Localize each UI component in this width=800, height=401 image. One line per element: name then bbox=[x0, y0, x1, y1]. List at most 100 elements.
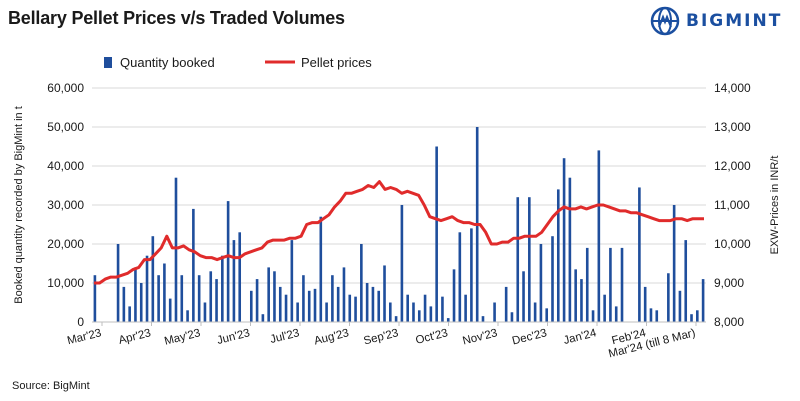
y-left-label: Booked quantity recorded by BigMint in t bbox=[13, 106, 25, 304]
bar bbox=[360, 244, 363, 322]
legend-label-price: Pellet prices bbox=[301, 55, 372, 70]
bar bbox=[470, 228, 473, 322]
bar bbox=[504, 286, 508, 322]
bar bbox=[412, 302, 415, 322]
legend-label-quantity: Quantity booked bbox=[120, 55, 215, 70]
bar bbox=[261, 314, 265, 322]
pellet-price-line bbox=[94, 180, 704, 285]
y-left-tick-label: 20,000 bbox=[47, 237, 84, 251]
bigmint-logo: BIGMINT bbox=[650, 6, 782, 36]
bar bbox=[232, 240, 236, 322]
bar bbox=[441, 296, 444, 322]
y-right-tick-label: 13,000 bbox=[714, 120, 751, 134]
bar bbox=[701, 279, 705, 322]
bar bbox=[638, 187, 641, 322]
bar bbox=[348, 294, 352, 322]
bar bbox=[221, 255, 224, 322]
bar bbox=[435, 146, 438, 322]
x-tick-label: Apr'23 bbox=[117, 327, 152, 347]
bar bbox=[307, 290, 311, 322]
bar bbox=[585, 247, 589, 322]
globe-icon bbox=[650, 6, 680, 36]
bar bbox=[157, 275, 160, 322]
y-left-tick-label: 0 bbox=[77, 315, 84, 329]
bar bbox=[620, 247, 624, 322]
bar bbox=[545, 308, 549, 322]
y-right-tick-label: 9,000 bbox=[714, 276, 744, 290]
bar bbox=[342, 267, 346, 322]
bar bbox=[365, 283, 369, 322]
x-tick-label: Aug'23 bbox=[313, 327, 350, 347]
x-tick-label: Mar'23 bbox=[66, 327, 103, 347]
bar bbox=[551, 236, 554, 322]
bar bbox=[655, 310, 659, 322]
bar bbox=[197, 275, 201, 322]
bar bbox=[325, 302, 328, 322]
bar bbox=[180, 275, 184, 322]
bar bbox=[690, 314, 693, 322]
bar bbox=[446, 318, 450, 322]
bar bbox=[389, 302, 392, 322]
bar bbox=[128, 306, 131, 322]
bar-series bbox=[93, 127, 705, 322]
bar bbox=[672, 205, 676, 322]
y-left-tick-label: 40,000 bbox=[47, 159, 84, 173]
y-right-label: EXW-Prices in INR/t bbox=[769, 156, 781, 255]
bar bbox=[93, 275, 97, 322]
x-tick-label: Jul'23 bbox=[269, 327, 301, 346]
y-right-tick-label: 11,000 bbox=[714, 198, 750, 212]
bar bbox=[528, 197, 531, 322]
bar bbox=[168, 298, 172, 322]
bar bbox=[400, 205, 404, 322]
bar bbox=[481, 316, 485, 322]
bar bbox=[249, 290, 253, 322]
x-tick-label: Dec'23 bbox=[511, 327, 548, 347]
bar bbox=[255, 279, 259, 322]
bar bbox=[597, 150, 601, 322]
line-series bbox=[94, 180, 704, 285]
bar bbox=[371, 286, 375, 322]
bar bbox=[139, 283, 143, 322]
bar bbox=[696, 310, 699, 322]
bar bbox=[603, 294, 606, 322]
bar bbox=[267, 267, 270, 322]
bar bbox=[296, 302, 299, 322]
bar bbox=[226, 201, 230, 322]
bar bbox=[302, 275, 305, 322]
x-tick-label: Nov'23 bbox=[461, 327, 498, 347]
bar bbox=[423, 294, 427, 322]
bar bbox=[458, 232, 462, 322]
bar bbox=[174, 177, 178, 322]
bar bbox=[522, 271, 525, 322]
bar bbox=[122, 286, 126, 322]
bar bbox=[452, 269, 456, 322]
bar bbox=[215, 279, 218, 322]
chart-title: Bellary Pellet Prices v/s Traded Volumes bbox=[8, 8, 345, 28]
bar bbox=[609, 247, 612, 322]
bar bbox=[163, 263, 166, 322]
bar bbox=[684, 240, 688, 322]
bar bbox=[678, 290, 682, 322]
x-tick-label: Jun'23 bbox=[216, 327, 251, 347]
y-left-tick-label: 30,000 bbox=[47, 198, 84, 212]
bar bbox=[580, 279, 583, 322]
legend-swatch-quantity bbox=[104, 57, 112, 68]
bar bbox=[591, 310, 595, 322]
bar bbox=[417, 310, 421, 322]
bar bbox=[510, 312, 514, 322]
bar bbox=[556, 189, 560, 322]
y-right-tick-label: 12,000 bbox=[714, 159, 751, 173]
bar bbox=[336, 286, 340, 322]
bar bbox=[290, 240, 294, 322]
bar bbox=[192, 208, 195, 322]
y-left-tick-label: 10,000 bbox=[47, 276, 84, 290]
gridlines bbox=[92, 87, 706, 323]
bar bbox=[203, 302, 207, 322]
bar bbox=[614, 306, 618, 322]
bar bbox=[186, 310, 189, 322]
bar bbox=[134, 267, 137, 322]
bar bbox=[383, 265, 386, 322]
bar bbox=[238, 232, 242, 322]
bar bbox=[209, 271, 213, 322]
bar bbox=[643, 286, 647, 322]
